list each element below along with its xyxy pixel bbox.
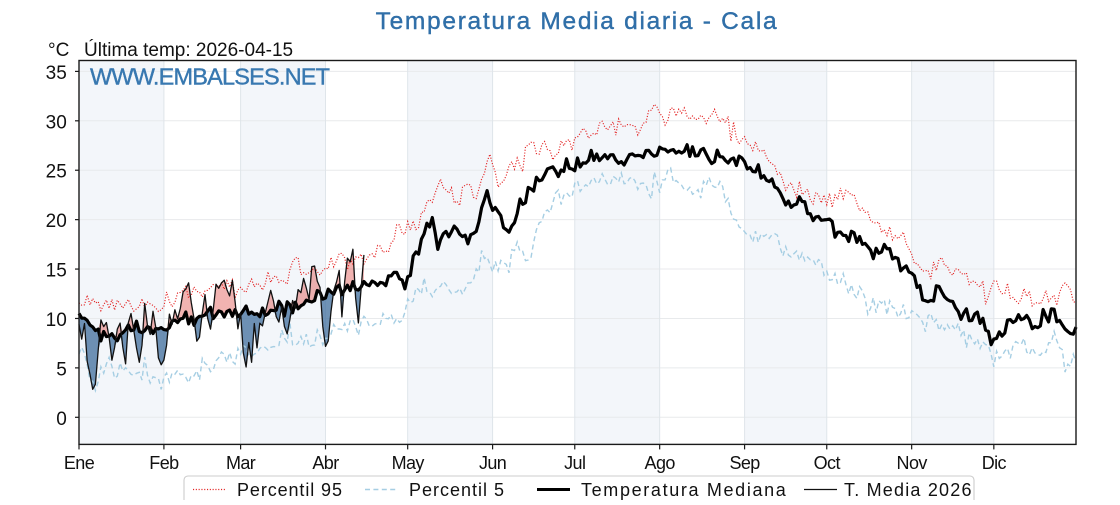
svg-text:Dic: Dic — [982, 453, 1007, 473]
svg-text:10: 10 — [46, 310, 67, 331]
svg-text:35: 35 — [46, 63, 67, 84]
svg-text:Jul: Jul — [564, 453, 585, 473]
svg-text:Mar: Mar — [226, 453, 256, 473]
svg-text:May: May — [392, 453, 425, 473]
svg-text:Temperatura Mediana: Temperatura Mediana — [581, 480, 787, 500]
svg-text:Nov: Nov — [897, 453, 928, 473]
svg-text:Oct: Oct — [814, 453, 841, 473]
svg-text:Ene: Ene — [64, 453, 95, 473]
svg-text:Sep: Sep — [729, 453, 760, 473]
svg-text:Abr: Abr — [312, 453, 339, 473]
svg-text:0: 0 — [56, 409, 67, 430]
svg-text:25: 25 — [46, 162, 67, 183]
svg-text:Percentil 95: Percentil 95 — [237, 480, 343, 500]
svg-text:30: 30 — [46, 112, 67, 133]
svg-text:5: 5 — [56, 359, 67, 380]
svg-text:15: 15 — [46, 261, 67, 282]
svg-text:°C: °C — [48, 40, 69, 61]
svg-text:Percentil 5: Percentil 5 — [409, 480, 505, 500]
svg-text:Ago: Ago — [645, 453, 676, 473]
svg-text:Jun: Jun — [479, 453, 506, 473]
svg-text:20: 20 — [46, 211, 67, 232]
svg-text:Última temp: 2026-04-15: Última temp: 2026-04-15 — [84, 39, 293, 61]
svg-text:Feb: Feb — [149, 453, 179, 473]
svg-text:T. Media 2026: T. Media 2026 — [844, 480, 973, 500]
svg-text:WWW.EMBALSES.NET: WWW.EMBALSES.NET — [90, 64, 330, 90]
svg-text:Temperatura Media diaria - Cal: Temperatura Media diaria - Cala — [376, 8, 779, 35]
